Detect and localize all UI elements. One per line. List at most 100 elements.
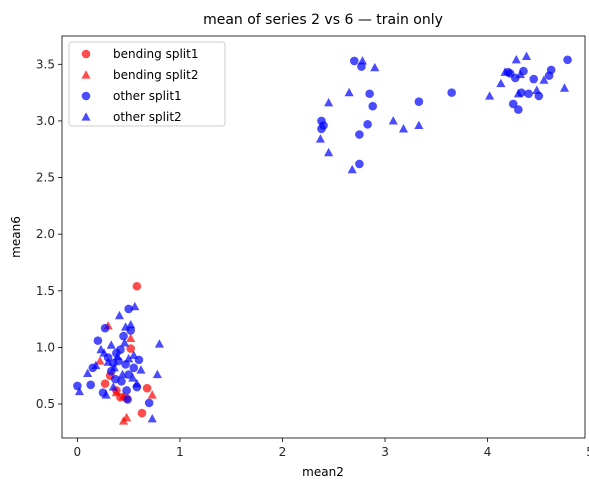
- data-point: [74, 386, 84, 396]
- data-point: [129, 350, 139, 359]
- data-point: [147, 390, 157, 399]
- data-point: [524, 89, 533, 99]
- y-tick-label: 3.0: [36, 114, 55, 128]
- y-axis-ticks: 0.5 1.0 1.5 2.0 2.5 3.0 3.5: [36, 57, 62, 411]
- data-point: [368, 101, 378, 111]
- y-tick-label: 3.5: [36, 57, 55, 71]
- data-point: [496, 78, 506, 88]
- chart-title: mean of series 2 vs 6 — train only: [203, 12, 443, 28]
- legend-marker: [81, 91, 91, 101]
- data-point: [117, 369, 128, 379]
- data-point: [363, 120, 372, 129]
- data-point: [347, 164, 357, 174]
- data-point: [128, 373, 138, 382]
- data-point: [117, 377, 126, 386]
- data-point: [111, 387, 121, 397]
- data-point: [324, 98, 334, 107]
- data-point: [349, 56, 359, 66]
- data-point: [324, 147, 334, 157]
- x-tick-label: 3: [381, 445, 389, 459]
- data-point: [398, 124, 409, 133]
- data-point: [83, 368, 93, 378]
- y-tick-label: 1.5: [36, 284, 55, 298]
- data-point: [370, 62, 380, 72]
- data-point: [514, 105, 523, 114]
- legend-label: bending split2: [113, 68, 198, 82]
- data-point: [136, 365, 146, 374]
- data-point: [563, 55, 572, 65]
- data-point: [144, 398, 154, 408]
- x-tick-label: 4: [484, 445, 492, 459]
- data-point: [515, 69, 525, 79]
- data-point: [500, 67, 510, 76]
- legend-label: bending split1: [113, 47, 198, 61]
- data-point: [124, 304, 133, 314]
- data-point: [130, 301, 140, 311]
- data-point: [103, 357, 113, 366]
- data-point: [114, 310, 124, 320]
- y-tick-label: 2.0: [36, 227, 55, 241]
- data-point: [119, 338, 130, 347]
- data-point: [126, 333, 136, 342]
- legend-frame: [68, 41, 226, 127]
- data-point: [355, 159, 364, 169]
- data-point: [529, 74, 539, 84]
- data-point: [344, 87, 354, 97]
- data-point: [101, 390, 111, 399]
- data-point: [106, 340, 116, 349]
- data-point: [319, 121, 328, 130]
- legend: bending split1 bending split2 other split1…: [68, 41, 226, 127]
- data-point: [414, 97, 424, 106]
- data-point: [142, 383, 152, 393]
- data-point: [124, 370, 133, 379]
- data-point: [539, 75, 549, 84]
- x-axis-title: mean2: [302, 465, 344, 479]
- data-point: [137, 408, 147, 418]
- data-point: [154, 339, 164, 348]
- data-point: [447, 88, 456, 97]
- data-point: [95, 356, 105, 365]
- data-point: [414, 120, 424, 130]
- plot-points: [73, 51, 572, 425]
- data-point: [355, 130, 364, 139]
- x-tick-label: 0: [74, 445, 82, 459]
- legend-marker: [81, 49, 91, 59]
- data-point: [99, 348, 109, 357]
- data-point: [559, 83, 570, 92]
- x-tick-label: 5: [586, 445, 589, 459]
- data-point: [108, 382, 118, 391]
- x-axis-ticks: 0 1 2 3 4 5: [74, 438, 589, 459]
- x-tick-label: 2: [279, 445, 287, 459]
- data-point: [100, 379, 110, 388]
- legend-marker: [81, 70, 91, 79]
- data-point: [147, 413, 157, 423]
- data-point: [508, 99, 518, 109]
- y-tick-label: 1.0: [36, 340, 55, 354]
- x-tick-label: 1: [176, 445, 184, 459]
- data-point: [513, 88, 523, 98]
- data-point: [91, 360, 101, 370]
- data-point: [485, 91, 495, 100]
- legend-label: other split2: [113, 110, 182, 124]
- data-point: [511, 54, 521, 64]
- data-point: [93, 336, 103, 345]
- data-point: [122, 386, 131, 395]
- data-point: [388, 116, 398, 125]
- data-point: [315, 134, 325, 143]
- data-point: [119, 331, 128, 341]
- data-point: [365, 89, 374, 99]
- data-point: [86, 380, 96, 390]
- data-point: [100, 323, 110, 333]
- data-point: [152, 369, 162, 379]
- data-point: [132, 378, 142, 388]
- data-point: [124, 353, 134, 363]
- data-point: [118, 416, 129, 425]
- data-point: [109, 362, 119, 372]
- data-point: [112, 351, 122, 361]
- legend-marker: [81, 112, 91, 121]
- data-point: [123, 395, 132, 404]
- data-point: [532, 85, 542, 94]
- y-tick-label: 0.5: [36, 397, 55, 411]
- data-point: [126, 319, 136, 329]
